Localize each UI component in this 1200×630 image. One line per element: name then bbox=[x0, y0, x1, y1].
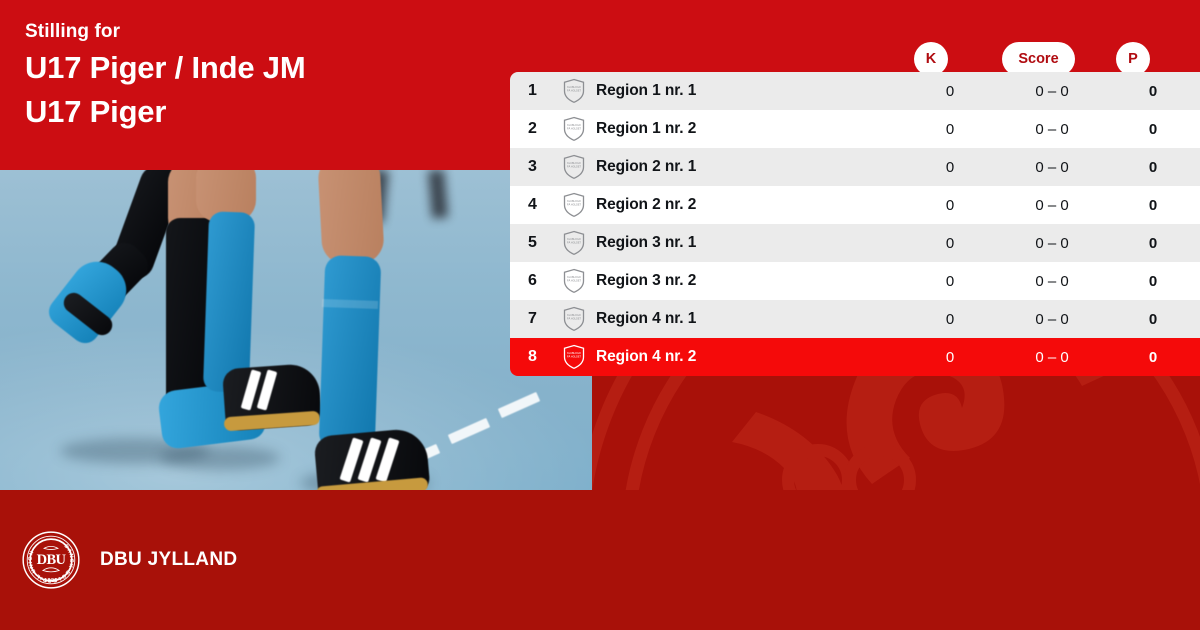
player-shadow bbox=[160, 446, 280, 470]
club-shield-icon: KLUBLOGO PÅ HOLDET bbox=[563, 306, 585, 332]
row-score-value: 0 – 0 bbox=[1035, 348, 1069, 366]
table-row[interactable]: 8 KLUBLOGO PÅ HOLDET Region 4 nr. 2 0 0 – … bbox=[510, 338, 1200, 376]
row-team-name[interactable]: Region 4 nr. 1 bbox=[596, 310, 697, 327]
row-score-value: 0 – 0 bbox=[1035, 158, 1069, 176]
row-p-value: 0 bbox=[1148, 310, 1158, 328]
row-position: 6 bbox=[528, 272, 537, 289]
svg-text:PÅ HOLDET: PÅ HOLDET bbox=[567, 318, 582, 321]
row-team-name[interactable]: Region 2 nr. 1 bbox=[596, 158, 697, 175]
table-row[interactable]: 7 KLUBLOGO PÅ HOLDET Region 4 nr. 1 0 0 – … bbox=[510, 300, 1200, 338]
row-score-value: 0 – 0 bbox=[1035, 310, 1069, 328]
svg-text:PÅ HOLDET: PÅ HOLDET bbox=[567, 166, 582, 169]
player-leg-skin bbox=[317, 170, 385, 266]
svg-text:PÅ HOLDET: PÅ HOLDET bbox=[567, 356, 582, 359]
row-score-value: 0 – 0 bbox=[1035, 120, 1069, 138]
column-badge-p: P bbox=[1116, 42, 1150, 76]
svg-text:PÅ HOLDET: PÅ HOLDET bbox=[567, 280, 582, 283]
row-position: 8 bbox=[528, 348, 537, 365]
svg-text:KLUBLOGO: KLUBLOGO bbox=[567, 314, 581, 317]
header-kicker: Stilling for bbox=[25, 21, 121, 42]
row-club-logo: KLUBLOGO PÅ HOLDET bbox=[552, 230, 596, 256]
row-team-name[interactable]: Region 4 nr. 2 bbox=[596, 348, 697, 365]
row-position: 7 bbox=[528, 310, 537, 327]
row-club-logo: KLUBLOGO PÅ HOLDET bbox=[552, 154, 596, 180]
row-score-value: 0 – 0 bbox=[1035, 82, 1069, 100]
row-club-logo: KLUBLOGO PÅ HOLDET bbox=[552, 116, 596, 142]
footer: DANSK BOLDSPIL UNION DBU 1889 DBU JYLLAN… bbox=[0, 490, 1200, 630]
player-leg-blue-sock bbox=[318, 255, 382, 451]
row-p-value: 0 bbox=[1148, 82, 1158, 100]
futsal-photo bbox=[0, 170, 592, 490]
row-score-value: 0 – 0 bbox=[1035, 272, 1069, 290]
table-row[interactable]: 1 KLUBLOGO PÅ HOLDET Region 1 nr. 1 0 0 – … bbox=[510, 72, 1200, 110]
row-club-logo: KLUBLOGO PÅ HOLDET bbox=[552, 344, 596, 370]
row-position: 4 bbox=[528, 196, 537, 213]
row-club-logo: KLUBLOGO PÅ HOLDET bbox=[552, 268, 596, 294]
club-shield-icon: KLUBLOGO PÅ HOLDET bbox=[563, 154, 585, 180]
svg-text:KLUBLOGO: KLUBLOGO bbox=[567, 200, 581, 203]
row-p-value: 0 bbox=[1148, 348, 1158, 366]
header-text-block: Stilling for U17 Piger / Inde JM U17 Pig… bbox=[25, 18, 306, 134]
row-team-name[interactable]: Region 2 nr. 2 bbox=[596, 196, 697, 213]
table-row[interactable]: 2 KLUBLOGO PÅ HOLDET Region 1 nr. 2 0 0 – … bbox=[510, 110, 1200, 148]
club-shield-icon: KLUBLOGO PÅ HOLDET bbox=[563, 192, 585, 218]
club-shield-icon: KLUBLOGO PÅ HOLDET bbox=[563, 116, 585, 142]
svg-text:1889: 1889 bbox=[44, 578, 58, 584]
svg-text:KLUBLOGO: KLUBLOGO bbox=[567, 352, 581, 355]
row-p-value: 0 bbox=[1148, 272, 1158, 290]
row-p-value: 0 bbox=[1148, 158, 1158, 176]
row-k-value: 0 bbox=[945, 82, 955, 100]
row-k-value: 0 bbox=[945, 234, 955, 252]
row-team-name[interactable]: Region 3 nr. 1 bbox=[596, 234, 697, 251]
row-position: 1 bbox=[528, 82, 537, 99]
svg-text:PÅ HOLDET: PÅ HOLDET bbox=[567, 242, 582, 245]
row-k-value: 0 bbox=[945, 158, 955, 176]
row-club-logo: KLUBLOGO PÅ HOLDET bbox=[552, 306, 596, 332]
club-shield-icon: KLUBLOGO PÅ HOLDET bbox=[563, 344, 585, 370]
row-club-logo: KLUBLOGO PÅ HOLDET bbox=[552, 78, 596, 104]
dbu-emblem-icon: DANSK BOLDSPIL UNION DBU 1889 bbox=[22, 531, 80, 589]
club-shield-icon: KLUBLOGO PÅ HOLDET bbox=[563, 230, 585, 256]
row-p-value: 0 bbox=[1148, 120, 1158, 138]
standings-table: 1 KLUBLOGO PÅ HOLDET Region 1 nr. 1 0 0 – … bbox=[510, 72, 1200, 376]
player-leg-blue-sock bbox=[202, 211, 256, 393]
club-shield-icon: KLUBLOGO PÅ HOLDET bbox=[563, 268, 585, 294]
svg-text:KLUBLOGO: KLUBLOGO bbox=[567, 86, 581, 89]
header-title-line-2: U17 Piger bbox=[25, 94, 167, 129]
table-row[interactable]: 4 KLUBLOGO PÅ HOLDET Region 2 nr. 2 0 0 – … bbox=[510, 186, 1200, 224]
row-position: 3 bbox=[528, 158, 537, 175]
svg-text:PÅ HOLDET: PÅ HOLDET bbox=[567, 128, 582, 131]
row-k-value: 0 bbox=[945, 272, 955, 290]
svg-text:KLUBLOGO: KLUBLOGO bbox=[567, 238, 581, 241]
row-team-name[interactable]: Region 3 nr. 2 bbox=[596, 272, 697, 289]
row-position: 2 bbox=[528, 120, 537, 137]
row-team-name[interactable]: Region 1 nr. 2 bbox=[596, 120, 697, 137]
svg-text:KLUBLOGO: KLUBLOGO bbox=[567, 162, 581, 165]
table-row[interactable]: 3 KLUBLOGO PÅ HOLDET Region 2 nr. 1 0 0 – … bbox=[510, 148, 1200, 186]
row-position: 5 bbox=[528, 234, 537, 251]
column-badge-score: Score bbox=[1002, 42, 1075, 76]
header-title-line-1: U17 Piger / Inde JM bbox=[25, 50, 306, 85]
table-row[interactable]: 5 KLUBLOGO PÅ HOLDET Region 3 nr. 1 0 0 – … bbox=[510, 224, 1200, 262]
svg-text:KLUBLOGO: KLUBLOGO bbox=[567, 124, 581, 127]
column-badge-k: K bbox=[914, 42, 948, 76]
row-club-logo: KLUBLOGO PÅ HOLDET bbox=[552, 192, 596, 218]
svg-text:PÅ HOLDET: PÅ HOLDET bbox=[567, 204, 582, 207]
club-shield-icon: KLUBLOGO PÅ HOLDET bbox=[563, 78, 585, 104]
row-p-value: 0 bbox=[1148, 234, 1158, 252]
row-k-value: 0 bbox=[945, 310, 955, 328]
row-p-value: 0 bbox=[1148, 196, 1158, 214]
row-k-value: 0 bbox=[945, 348, 955, 366]
row-team-name[interactable]: Region 1 nr. 1 bbox=[596, 82, 697, 99]
row-k-value: 0 bbox=[945, 120, 955, 138]
svg-text:PÅ HOLDET: PÅ HOLDET bbox=[567, 90, 582, 93]
svg-text:DBU: DBU bbox=[37, 552, 67, 568]
row-k-value: 0 bbox=[945, 196, 955, 214]
svg-text:KLUBLOGO: KLUBLOGO bbox=[567, 276, 581, 279]
table-row[interactable]: 6 KLUBLOGO PÅ HOLDET Region 3 nr. 2 0 0 – … bbox=[510, 262, 1200, 300]
footer-label: DBU JYLLAND bbox=[100, 549, 238, 570]
row-score-value: 0 – 0 bbox=[1035, 196, 1069, 214]
row-score-value: 0 – 0 bbox=[1035, 234, 1069, 252]
